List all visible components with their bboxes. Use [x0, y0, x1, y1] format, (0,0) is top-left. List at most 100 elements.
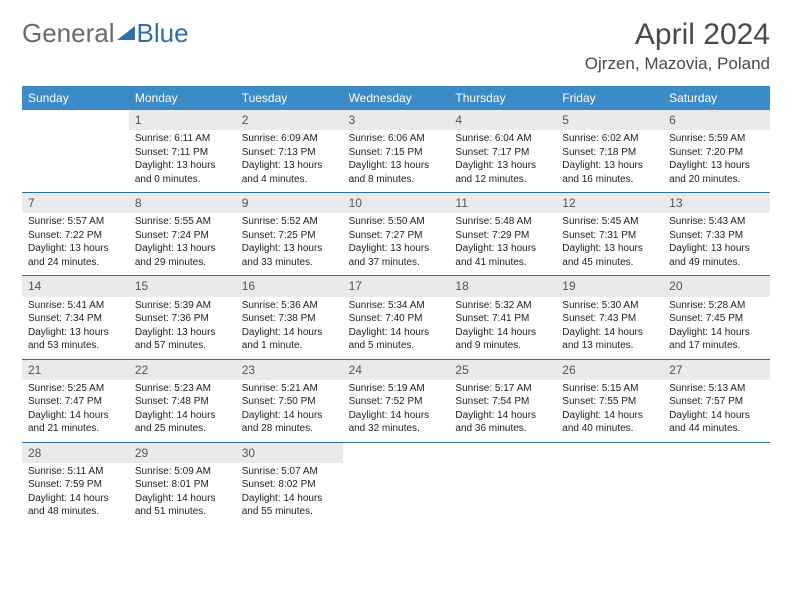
- daylight1-text: Daylight: 14 hours: [562, 326, 657, 340]
- daylight2-text: and 0 minutes.: [135, 173, 230, 187]
- sunset-text: Sunset: 7:41 PM: [455, 312, 550, 326]
- sunset-text: Sunset: 7:43 PM: [562, 312, 657, 326]
- day-cell: 3Sunrise: 6:06 AMSunset: 7:15 PMDaylight…: [343, 110, 450, 192]
- page-title: April 2024: [585, 18, 770, 52]
- sunrise-text: Sunrise: 5:57 AM: [28, 215, 123, 229]
- day-number: 13: [663, 193, 770, 213]
- location-label: Ojrzen, Mazovia, Poland: [585, 54, 770, 74]
- sunrise-text: Sunrise: 5:21 AM: [242, 382, 337, 396]
- daylight1-text: Daylight: 13 hours: [135, 326, 230, 340]
- daylight2-text: and 4 minutes.: [242, 173, 337, 187]
- day-cell: 28Sunrise: 5:11 AMSunset: 7:59 PMDayligh…: [22, 443, 129, 525]
- sunrise-text: Sunrise: 6:02 AM: [562, 132, 657, 146]
- day-cell: 18Sunrise: 5:32 AMSunset: 7:41 PMDayligh…: [449, 276, 556, 358]
- day-cell: 30Sunrise: 5:07 AMSunset: 8:02 PMDayligh…: [236, 443, 343, 525]
- day-cell: [343, 443, 450, 525]
- day-header: Saturday: [663, 86, 770, 110]
- sunrise-text: Sunrise: 6:11 AM: [135, 132, 230, 146]
- sunrise-text: Sunrise: 5:41 AM: [28, 299, 123, 313]
- daylight2-text: and 24 minutes.: [28, 256, 123, 270]
- daylight1-text: Daylight: 13 hours: [28, 326, 123, 340]
- sunset-text: Sunset: 7:34 PM: [28, 312, 123, 326]
- sunrise-text: Sunrise: 5:13 AM: [669, 382, 764, 396]
- daylight2-text: and 44 minutes.: [669, 422, 764, 436]
- sunrise-text: Sunrise: 5:09 AM: [135, 465, 230, 479]
- sunset-text: Sunset: 8:01 PM: [135, 478, 230, 492]
- week-row: 7Sunrise: 5:57 AMSunset: 7:22 PMDaylight…: [22, 193, 770, 276]
- header-right: April 2024 Ojrzen, Mazovia, Poland: [585, 18, 770, 74]
- daylight2-text: and 20 minutes.: [669, 173, 764, 187]
- day-cell: [449, 443, 556, 525]
- daylight2-text: and 32 minutes.: [349, 422, 444, 436]
- daylight1-text: Daylight: 13 hours: [669, 242, 764, 256]
- day-cell: 26Sunrise: 5:15 AMSunset: 7:55 PMDayligh…: [556, 360, 663, 442]
- day-number: 16: [236, 276, 343, 296]
- day-cell: 12Sunrise: 5:45 AMSunset: 7:31 PMDayligh…: [556, 193, 663, 275]
- day-number: 25: [449, 360, 556, 380]
- sunrise-text: Sunrise: 5:11 AM: [28, 465, 123, 479]
- daylight1-text: Daylight: 13 hours: [562, 242, 657, 256]
- day-number: 27: [663, 360, 770, 380]
- sunset-text: Sunset: 7:11 PM: [135, 146, 230, 160]
- sunset-text: Sunset: 8:02 PM: [242, 478, 337, 492]
- sunset-text: Sunset: 7:57 PM: [669, 395, 764, 409]
- day-number: 15: [129, 276, 236, 296]
- sunrise-text: Sunrise: 5:34 AM: [349, 299, 444, 313]
- header-bar: General Blue April 2024 Ojrzen, Mazovia,…: [22, 18, 770, 74]
- day-number: 6: [663, 110, 770, 130]
- day-number: 4: [449, 110, 556, 130]
- week-row: 14Sunrise: 5:41 AMSunset: 7:34 PMDayligh…: [22, 276, 770, 359]
- daylight1-text: Daylight: 14 hours: [135, 409, 230, 423]
- day-header: Sunday: [22, 86, 129, 110]
- daylight1-text: Daylight: 13 hours: [135, 242, 230, 256]
- day-number: 17: [343, 276, 450, 296]
- daylight2-text: and 48 minutes.: [28, 505, 123, 519]
- daylight1-text: Daylight: 14 hours: [455, 409, 550, 423]
- day-cell: 8Sunrise: 5:55 AMSunset: 7:24 PMDaylight…: [129, 193, 236, 275]
- sunset-text: Sunset: 7:36 PM: [135, 312, 230, 326]
- daylight2-text: and 8 minutes.: [349, 173, 444, 187]
- sunset-text: Sunset: 7:18 PM: [562, 146, 657, 160]
- day-number: 7: [22, 193, 129, 213]
- sunset-text: Sunset: 7:45 PM: [669, 312, 764, 326]
- sunrise-text: Sunrise: 5:48 AM: [455, 215, 550, 229]
- sunrise-text: Sunrise: 5:28 AM: [669, 299, 764, 313]
- week-row: 28Sunrise: 5:11 AMSunset: 7:59 PMDayligh…: [22, 443, 770, 525]
- sunset-text: Sunset: 7:20 PM: [669, 146, 764, 160]
- daylight1-text: Daylight: 14 hours: [28, 409, 123, 423]
- day-number: 14: [22, 276, 129, 296]
- day-number: [343, 443, 450, 447]
- sunset-text: Sunset: 7:24 PM: [135, 229, 230, 243]
- day-cell: 19Sunrise: 5:30 AMSunset: 7:43 PMDayligh…: [556, 276, 663, 358]
- day-cell: 2Sunrise: 6:09 AMSunset: 7:13 PMDaylight…: [236, 110, 343, 192]
- daylight1-text: Daylight: 14 hours: [669, 409, 764, 423]
- day-number: 30: [236, 443, 343, 463]
- weeks-container: 1Sunrise: 6:11 AMSunset: 7:11 PMDaylight…: [22, 110, 770, 525]
- day-number: 3: [343, 110, 450, 130]
- day-number: [449, 443, 556, 447]
- daylight1-text: Daylight: 13 hours: [242, 242, 337, 256]
- sunset-text: Sunset: 7:33 PM: [669, 229, 764, 243]
- day-cell: [556, 443, 663, 525]
- daylight1-text: Daylight: 14 hours: [455, 326, 550, 340]
- day-number: 2: [236, 110, 343, 130]
- day-header-row: Sunday Monday Tuesday Wednesday Thursday…: [22, 86, 770, 110]
- daylight2-text: and 51 minutes.: [135, 505, 230, 519]
- day-cell: 1 Sunrise: 6:11 AMSunset: 7:11 PMDaylight…: [129, 110, 236, 192]
- day-number: 24: [343, 360, 450, 380]
- daylight1-text: Daylight: 13 hours: [28, 242, 123, 256]
- daylight2-text: and 28 minutes.: [242, 422, 337, 436]
- daylight2-text: and 40 minutes.: [562, 422, 657, 436]
- daylight1-text: Daylight: 13 hours: [135, 159, 230, 173]
- day-cell: 25Sunrise: 5:17 AMSunset: 7:54 PMDayligh…: [449, 360, 556, 442]
- day-number: 1: [129, 110, 236, 130]
- day-number: 23: [236, 360, 343, 380]
- day-cell: 5Sunrise: 6:02 AMSunset: 7:18 PMDaylight…: [556, 110, 663, 192]
- day-cell: 17Sunrise: 5:34 AMSunset: 7:40 PMDayligh…: [343, 276, 450, 358]
- day-header: Tuesday: [236, 86, 343, 110]
- daylight1-text: Daylight: 14 hours: [242, 326, 337, 340]
- day-cell: 29Sunrise: 5:09 AMSunset: 8:01 PMDayligh…: [129, 443, 236, 525]
- day-number: 29: [129, 443, 236, 463]
- day-cell: 14 Sunrise: 5:41 AMSunset: 7:34 PMDayligh…: [22, 276, 129, 358]
- daylight1-text: Daylight: 13 hours: [455, 159, 550, 173]
